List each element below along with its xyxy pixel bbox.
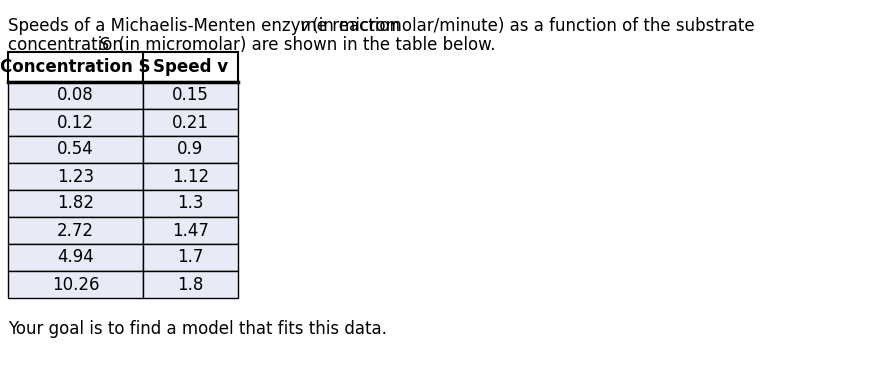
- Text: S: S: [98, 36, 109, 54]
- Text: Concentration S: Concentration S: [0, 58, 150, 76]
- Bar: [143, 217, 238, 244]
- Text: concentration: concentration: [8, 36, 128, 54]
- Text: 4.94: 4.94: [57, 248, 94, 266]
- Bar: [143, 271, 238, 298]
- Text: 0.15: 0.15: [172, 87, 209, 105]
- Text: 0.08: 0.08: [57, 87, 94, 105]
- Bar: [143, 190, 238, 217]
- Text: Speed v: Speed v: [153, 58, 228, 76]
- Text: Your goal is to find a model that fits this data.: Your goal is to find a model that fits t…: [8, 320, 387, 338]
- Text: Speeds of a Michaelis-Menten enzyme reaction: Speeds of a Michaelis-Menten enzyme reac…: [8, 17, 408, 35]
- Bar: [8, 190, 143, 217]
- Bar: [8, 163, 143, 190]
- Text: 2.72: 2.72: [57, 221, 94, 240]
- Text: 0.12: 0.12: [57, 113, 94, 131]
- Text: 1.7: 1.7: [177, 248, 203, 266]
- Bar: [8, 52, 143, 82]
- Bar: [8, 217, 143, 244]
- Text: 0.9: 0.9: [177, 141, 203, 158]
- Text: (in micromolar) are shown in the table below.: (in micromolar) are shown in the table b…: [108, 36, 494, 54]
- Text: 10.26: 10.26: [51, 276, 99, 294]
- Text: 0.54: 0.54: [57, 141, 94, 158]
- Bar: [8, 244, 143, 271]
- Bar: [143, 136, 238, 163]
- Text: 1.3: 1.3: [177, 195, 203, 212]
- Text: v: v: [299, 17, 309, 35]
- Bar: [8, 82, 143, 109]
- Bar: [143, 52, 238, 82]
- Text: 1.47: 1.47: [172, 221, 209, 240]
- Bar: [143, 82, 238, 109]
- Text: 0.21: 0.21: [172, 113, 209, 131]
- Text: 1.12: 1.12: [172, 167, 209, 186]
- Bar: [143, 244, 238, 271]
- Bar: [8, 271, 143, 298]
- Text: 1.82: 1.82: [57, 195, 94, 212]
- Bar: [8, 109, 143, 136]
- Bar: [143, 109, 238, 136]
- Text: (in micromolar/minute) as a function of the substrate: (in micromolar/minute) as a function of …: [307, 17, 754, 35]
- Text: 1.8: 1.8: [177, 276, 203, 294]
- Text: Speeds of a Michaelis-Menten enzyme reaction: Speeds of a Michaelis-Menten enzyme reac…: [8, 17, 405, 35]
- Bar: [8, 136, 143, 163]
- Bar: [143, 163, 238, 190]
- Text: 1.23: 1.23: [56, 167, 94, 186]
